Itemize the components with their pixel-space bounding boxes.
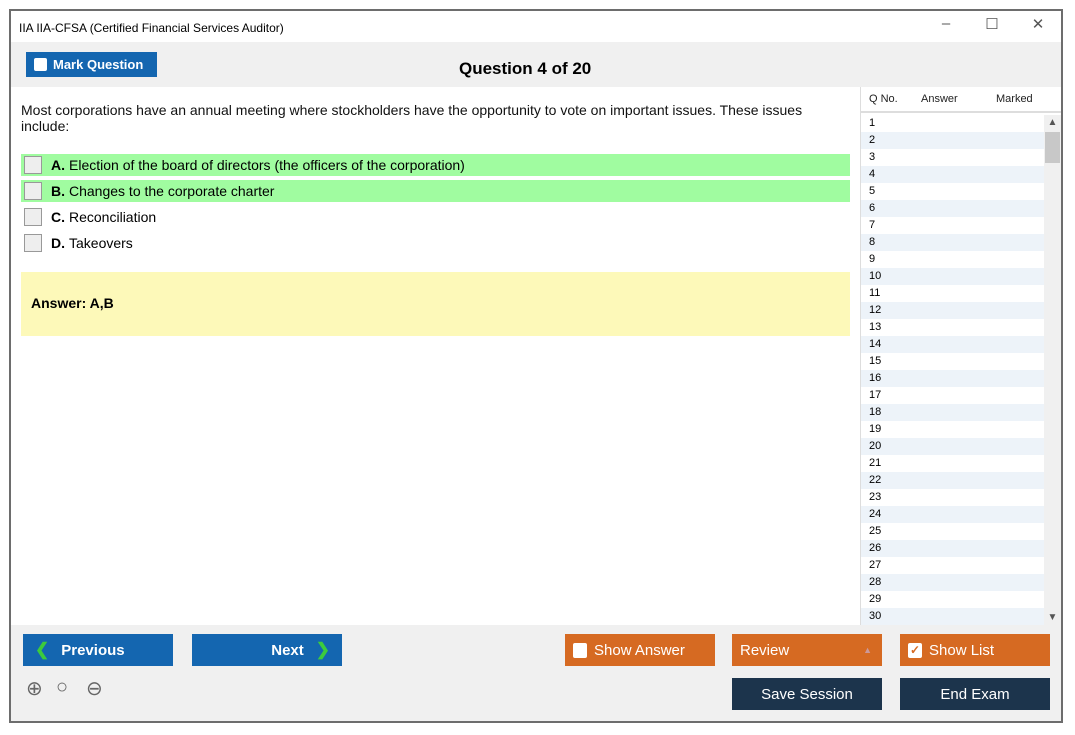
option-text: Changes to the corporate charter: [69, 183, 275, 199]
option-text: Election of the board of directors (the …: [69, 157, 465, 173]
option-letter: D.: [51, 235, 65, 251]
window-title: IIA IIA-CFSA (Certified Financial Servic…: [19, 21, 284, 35]
mark-question-label: Mark Question: [53, 57, 144, 72]
question-list-row[interactable]: 29: [869, 593, 882, 605]
option-letter: C.: [51, 209, 65, 225]
checkbox-icon: [34, 58, 47, 71]
chevron-left-icon: ❮: [35, 640, 50, 659]
show-answer-label: Show Answer: [594, 641, 685, 659]
save-session-button[interactable]: Save Session: [732, 678, 882, 710]
zoom-in-icon[interactable]: ⊕: [26, 678, 43, 700]
previous-button[interactable]: ❮ Previous: [23, 634, 173, 666]
question-text: Most corporations have an annual meeting…: [21, 102, 803, 134]
question-list-row[interactable]: 15: [869, 355, 882, 367]
question-area: Most corporations have an annual meeting…: [11, 87, 860, 625]
show-list-label: Show List: [929, 641, 995, 659]
end-exam-button[interactable]: End Exam: [900, 678, 1050, 710]
maximize-icon[interactable]: ☐: [985, 16, 999, 33]
app-window: IIA IIA-CFSA (Certified Financial Servic…: [9, 9, 1063, 723]
question-list-row[interactable]: 19: [869, 423, 882, 435]
previous-label: Previous: [61, 641, 125, 659]
minimize-icon[interactable]: –: [941, 15, 951, 32]
option-text: Reconciliation: [69, 209, 157, 225]
question-list-row[interactable]: 27: [869, 559, 882, 571]
header-marked: Marked: [996, 93, 1033, 105]
question-list-row[interactable]: 6: [861, 200, 1044, 217]
question-title: Question 4 of 20: [459, 59, 592, 78]
answer-option[interactable]: B. Changes to the corporate charter: [21, 180, 850, 202]
header-answer: Answer: [921, 93, 958, 105]
question-list-row[interactable]: 11: [869, 287, 881, 299]
question-list-row[interactable]: 13: [869, 321, 882, 333]
review-dropdown[interactable]: Review ▲: [732, 634, 882, 666]
question-list-row[interactable]: 2: [861, 132, 1044, 149]
question-list-row[interactable]: 4: [861, 166, 1044, 183]
toolbar: Mark Question Question 4 of 20: [11, 42, 1061, 87]
checkbox-icon: [573, 642, 587, 658]
option-letter: B.: [51, 183, 65, 199]
scroll-down-icon[interactable]: ▼: [1047, 612, 1058, 623]
question-list-row[interactable]: 23: [869, 491, 882, 503]
checkbox-checked-icon: ✓: [908, 642, 922, 658]
footer: [11, 625, 1061, 721]
option-checkbox[interactable]: [24, 156, 42, 174]
question-list-row[interactable]: 14: [861, 336, 1044, 353]
caret-up-icon: ▲: [863, 645, 872, 655]
question-list-row[interactable]: 5: [869, 185, 876, 197]
option-letter: A.: [51, 157, 65, 173]
question-list-row[interactable]: 9: [869, 253, 876, 265]
answer-option[interactable]: C. Reconciliation: [21, 206, 850, 228]
scroll-thumb[interactable]: [1045, 132, 1060, 163]
question-list-row[interactable]: 18: [861, 404, 1044, 421]
option-text: Takeovers: [69, 235, 133, 251]
scrollbar[interactable]: ▲ ▼: [1044, 115, 1061, 625]
question-list-row[interactable]: 28: [861, 574, 1044, 591]
option-checkbox[interactable]: [24, 182, 42, 200]
review-label: Review: [740, 641, 790, 659]
show-answer-button[interactable]: Show Answer: [565, 634, 715, 666]
answer-option[interactable]: A. Election of the board of directors (th…: [21, 154, 850, 176]
zoom-out-icon[interactable]: ⊖: [86, 678, 103, 700]
next-button[interactable]: Next ❯: [192, 634, 342, 666]
list-header: Q No. Answer Marked: [861, 87, 1061, 113]
option-checkbox[interactable]: [24, 208, 42, 226]
question-list-row[interactable]: 16: [861, 370, 1044, 387]
question-list-row[interactable]: 17: [869, 389, 882, 401]
question-list-row[interactable]: 7: [869, 219, 876, 231]
header-qno: Q No.: [869, 93, 898, 105]
question-list-row[interactable]: 8: [861, 234, 1044, 251]
show-list-button[interactable]: ✓ Show List: [900, 634, 1050, 666]
zoom-reset-icon[interactable]: ○: [56, 676, 69, 698]
question-list-row[interactable]: 24: [861, 506, 1044, 523]
mark-question-button[interactable]: Mark Question: [26, 52, 157, 77]
answer-box: Answer: A,B: [21, 272, 850, 336]
question-list-row[interactable]: 26: [861, 540, 1044, 557]
question-list-row[interactable]: 3: [869, 151, 876, 163]
question-list-row[interactable]: 12: [861, 302, 1044, 319]
title-bar: IIA IIA-CFSA (Certified Financial Servic…: [11, 11, 1061, 42]
scroll-up-icon[interactable]: ▲: [1047, 117, 1058, 128]
question-list-row[interactable]: 1: [869, 117, 876, 129]
option-checkbox[interactable]: [24, 234, 42, 252]
question-list-row[interactable]: 22: [861, 472, 1044, 489]
answer-option[interactable]: D. Takeovers: [21, 232, 850, 254]
question-list-row[interactable]: 20: [861, 438, 1044, 455]
question-list-row[interactable]: 25: [869, 525, 882, 537]
question-list-row[interactable]: 21: [869, 457, 882, 469]
question-list-row[interactable]: 10: [861, 268, 1044, 285]
question-list-row[interactable]: 30: [861, 608, 1044, 625]
chevron-right-icon: ❯: [315, 640, 330, 659]
next-label: Next: [271, 641, 304, 659]
question-list-panel: Q No. Answer Marked 1 2 3 4 5 6 7 8 9 10 11 12 13 14 1…: [860, 87, 1061, 625]
close-icon[interactable]: ✕: [1031, 16, 1045, 33]
